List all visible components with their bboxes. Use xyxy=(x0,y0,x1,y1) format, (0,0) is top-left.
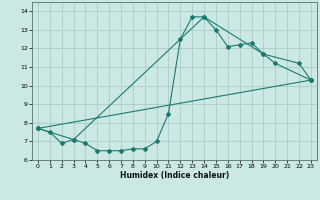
X-axis label: Humidex (Indice chaleur): Humidex (Indice chaleur) xyxy=(120,171,229,180)
